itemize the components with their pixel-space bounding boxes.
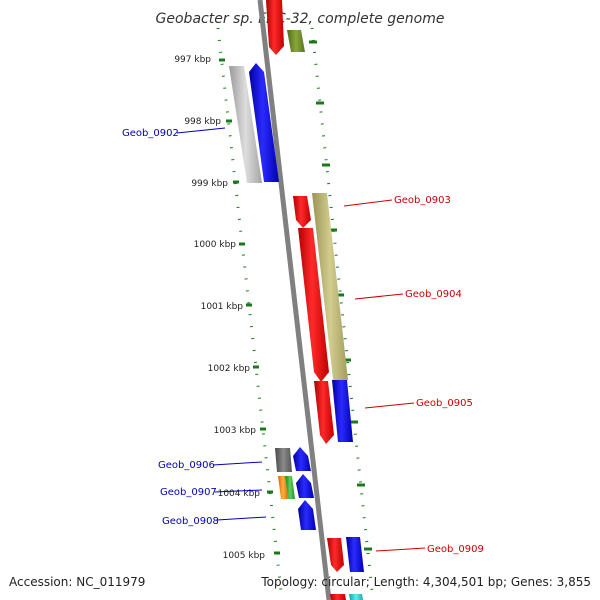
gene-label-right[interactable]: Geob_0904 xyxy=(405,289,462,300)
gene-arrow-blue-0908[interactable] xyxy=(298,500,316,530)
gene-arrow-red-large[interactable] xyxy=(298,228,329,382)
gene-arrow-red-0905[interactable] xyxy=(314,381,334,444)
gene-label-right[interactable]: Geob_0905 xyxy=(416,398,473,409)
gene-arrow-cyan-bottom[interactable] xyxy=(349,594,363,600)
gene-label-left[interactable]: Geob_0902 xyxy=(122,128,179,139)
gene-arrow-khaki-0904[interactable] xyxy=(312,193,348,380)
gene-arrow-blue-0907[interactable] xyxy=(296,474,314,498)
tick-label: 999 kbp xyxy=(191,179,228,189)
gene-arrow-red[interactable] xyxy=(266,0,284,55)
gene-arrow-blue-0902[interactable] xyxy=(249,63,279,182)
gene-arrow-red-0909[interactable] xyxy=(327,538,344,572)
tick-label: 1002 kbp xyxy=(208,364,251,374)
gene-label-right[interactable]: Geob_0909 xyxy=(427,544,484,555)
gene-arrow-olive[interactable] xyxy=(287,30,305,52)
tick-marks-right xyxy=(309,40,372,551)
gene-arrow-orange-0907[interactable] xyxy=(278,476,288,499)
gene-arrow-blue-0905[interactable] xyxy=(332,380,353,442)
gene-label-right[interactable]: Geob_0903 xyxy=(394,195,451,206)
gene-label-left[interactable]: Geob_0908 xyxy=(162,516,219,527)
genome-title: Geobacter sp. FRC-32, complete genome xyxy=(156,11,445,27)
accession-text: Accession: NC_011979 xyxy=(9,575,145,589)
gene-arrow-red-bottom[interactable] xyxy=(330,594,346,600)
left-label-leaders xyxy=(176,127,267,521)
tick-label: 1003 kbp xyxy=(214,426,257,436)
tick-label: 997 kbp xyxy=(174,55,211,65)
tick-label: 1000 kbp xyxy=(194,240,237,250)
gene-features xyxy=(229,0,364,600)
gene-label-left[interactable]: Geob_0907 xyxy=(160,487,217,498)
gene-arrow-red-0903[interactable] xyxy=(293,196,311,228)
tick-label: 998 kbp xyxy=(184,117,221,127)
tick-marks-left xyxy=(219,58,280,555)
gene-arrow-darkgray-0906[interactable] xyxy=(275,448,292,472)
tick-label: 1004 kbp xyxy=(218,489,261,499)
genome-summary-text: Topology: circular; Length: 4,304,501 bp… xyxy=(260,575,591,589)
tick-label: 1005 kbp xyxy=(223,551,266,561)
gene-arrow-gray[interactable] xyxy=(229,66,262,183)
tick-label: 1001 kbp xyxy=(201,302,244,312)
gene-arrow-blue-0909[interactable] xyxy=(346,537,364,572)
gene-label-left[interactable]: Geob_0906 xyxy=(158,460,215,471)
genome-backbone xyxy=(257,0,332,600)
gene-arrow-blue-0906[interactable] xyxy=(293,447,311,471)
right-label-leaders xyxy=(343,199,426,552)
gene-arrow-green-0907[interactable] xyxy=(285,476,295,499)
